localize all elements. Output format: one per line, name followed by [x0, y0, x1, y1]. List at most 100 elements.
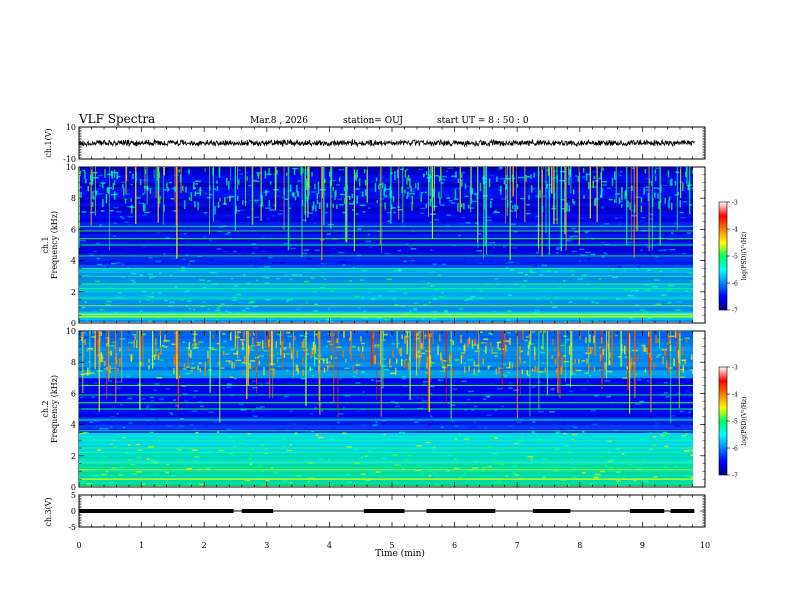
spectral-band: [79, 264, 693, 269]
speckle: [245, 171, 249, 174]
upper-band-speckle: [407, 191, 409, 197]
upper-band-speckle: [349, 337, 351, 341]
speckle: [398, 268, 402, 271]
speckle: [355, 213, 359, 215]
speckle: [391, 207, 396, 209]
speckle: [649, 448, 653, 451]
upper-band-speckle: [588, 352, 590, 359]
speckle: [672, 270, 677, 272]
speckle: [207, 451, 213, 453]
speckle: [493, 310, 496, 313]
speckle: [114, 311, 118, 314]
upper-band-speckle: [566, 202, 568, 211]
upper-band-speckle: [600, 187, 603, 196]
upper-band-speckle: [226, 177, 228, 186]
upper-band-speckle: [528, 195, 530, 200]
speckle: [245, 307, 250, 310]
speckle: [601, 242, 605, 244]
speckle: [89, 254, 94, 256]
speckle: [220, 367, 225, 369]
speckle: [614, 266, 618, 268]
speckle: [643, 311, 649, 313]
upper-band-speckle: [497, 341, 499, 350]
upper-band-speckle: [355, 172, 357, 181]
speckle: [275, 277, 281, 280]
speckle: [662, 236, 669, 238]
upper-band-speckle: [305, 184, 308, 190]
upper-band-speckle: [116, 172, 118, 180]
speckle: [400, 168, 404, 171]
upper-band-speckle: [426, 356, 428, 364]
speckle: [357, 307, 362, 309]
speckle: [622, 377, 629, 379]
speckle: [121, 263, 124, 265]
upper-band-speckle: [411, 195, 414, 205]
spectral-band: [79, 276, 693, 281]
speckle: [433, 219, 440, 221]
upper-band-speckle: [265, 190, 267, 196]
speckle: [652, 285, 658, 288]
speckle: [540, 483, 543, 485]
speckle: [146, 424, 149, 427]
upper-band-speckle: [238, 179, 240, 185]
speckle: [151, 220, 155, 223]
speckle: [222, 333, 226, 335]
upper-band-speckle: [102, 199, 104, 208]
speckle: [488, 465, 492, 468]
speckle: [607, 187, 612, 190]
upper-band-speckle: [79, 170, 82, 176]
speckle: [563, 432, 567, 435]
speckle: [245, 479, 251, 482]
speckle: [677, 217, 680, 219]
upper-band-speckle: [247, 349, 250, 357]
speckle: [652, 435, 657, 438]
speckle: [281, 346, 288, 349]
speckle: [202, 236, 207, 238]
speckle: [259, 470, 266, 472]
upper-band-speckle: [430, 333, 432, 338]
upper-band-speckle: [461, 179, 463, 187]
upper-band-speckle: [268, 199, 271, 207]
speckle: [684, 389, 689, 392]
speckle: [362, 316, 368, 319]
upper-band-speckle: [613, 199, 616, 203]
upper-band-speckle: [84, 339, 86, 346]
speckle: [281, 196, 285, 199]
speckle: [151, 292, 155, 294]
spectral-band: [79, 377, 693, 383]
speckle: [294, 422, 298, 425]
speckle: [238, 403, 244, 406]
upper-band-speckle: [394, 171, 396, 181]
speckle: [94, 390, 101, 393]
speckle: [299, 334, 304, 337]
speckle: [177, 449, 182, 451]
speckle: [194, 456, 199, 458]
speckle: [489, 436, 494, 439]
speckle: [99, 224, 102, 226]
speckle: [466, 398, 471, 401]
upper-band-speckle: [426, 363, 428, 369]
upper-band-speckle: [302, 168, 304, 174]
speckle: [425, 350, 429, 352]
upper-band-speckle: [679, 200, 681, 208]
speckle: [112, 341, 117, 344]
speckle: [364, 455, 368, 457]
speckle: [477, 371, 481, 373]
speckle: [314, 320, 320, 322]
speckle: [234, 377, 237, 380]
speckle: [110, 367, 117, 370]
speckle: [180, 417, 184, 420]
speckle: [464, 195, 469, 198]
speckle: [461, 216, 466, 219]
speckle: [653, 425, 659, 427]
speckle: [664, 234, 670, 237]
speckle: [590, 253, 596, 256]
ch3-ylabel: ch.3(V): [44, 497, 53, 526]
speckle: [618, 467, 622, 470]
upper-band-speckle: [553, 193, 555, 200]
speckle: [393, 297, 396, 300]
speckle: [478, 410, 482, 413]
speckle: [375, 380, 382, 382]
speckle: [227, 311, 232, 313]
speckle: [448, 200, 453, 202]
